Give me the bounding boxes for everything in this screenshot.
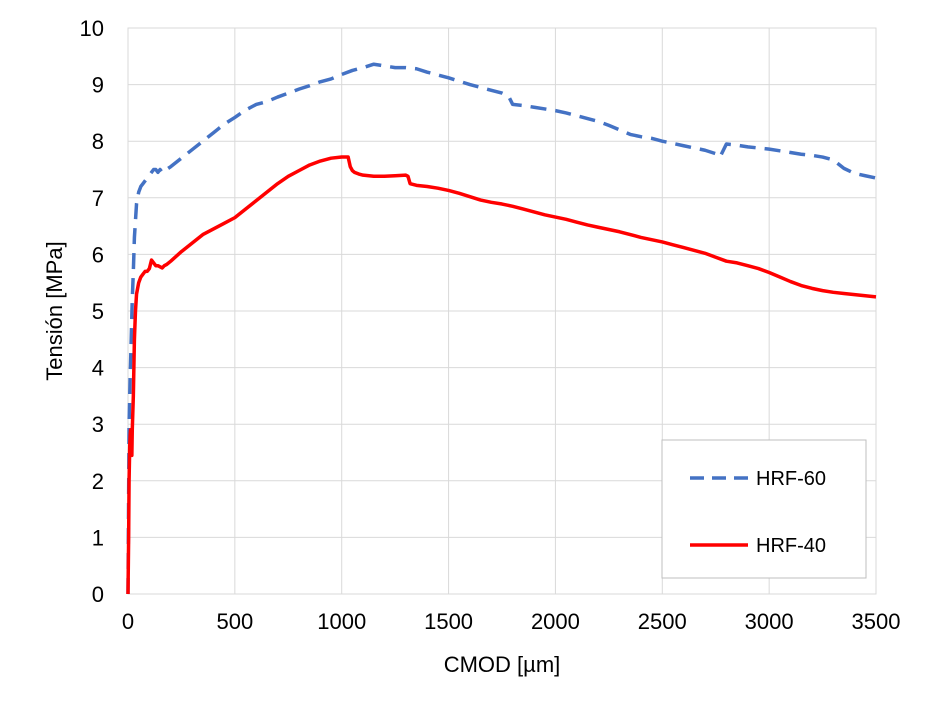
x-tick-labels: 0 500 1000 1500 2000 2500 3000 3500 <box>122 609 901 634</box>
x-tick-label: 2500 <box>638 609 687 634</box>
y-tick-label: 3 <box>92 412 104 437</box>
y-axis-title: Tensión [MPa] <box>42 241 67 380</box>
x-tick-label: 500 <box>216 609 253 634</box>
y-tick-label: 6 <box>92 242 104 267</box>
y-tick-label: 8 <box>92 129 104 154</box>
y-tick-label: 5 <box>92 299 104 324</box>
legend-label-hrf-60: HRF-60 <box>756 468 826 490</box>
series-hrf-60 <box>126 62 877 595</box>
series-line-hrf-40 <box>126 155 877 595</box>
y-tick-label: 0 <box>92 582 104 607</box>
x-tick-label: 3000 <box>745 609 794 634</box>
y-tick-label: 7 <box>92 186 104 211</box>
series-line-hrf-60 <box>126 62 877 595</box>
x-axis-title: CMOD [µm] <box>444 652 561 677</box>
y-tick-label: 1 <box>92 525 104 550</box>
y-tick-label: 9 <box>92 73 104 98</box>
plot-border <box>127 27 877 595</box>
x-tick-label: 0 <box>122 609 134 634</box>
series-hrf-40 <box>126 155 877 595</box>
y-tick-label: 10 <box>80 16 104 41</box>
legend: HRF-60 HRF-40 <box>661 439 867 579</box>
x-tick-label: 1500 <box>424 609 473 634</box>
legend-box <box>661 439 867 579</box>
legend-label-hrf-40: HRF-40 <box>756 535 826 557</box>
x-tick-label: 2000 <box>531 609 580 634</box>
y-tick-label: 2 <box>92 469 104 494</box>
x-tick-label: 1000 <box>317 609 366 634</box>
y-tick-labels: 0 1 2 3 4 5 6 7 8 9 10 <box>80 16 104 607</box>
y-tick-label: 4 <box>92 356 104 381</box>
series-layer <box>126 62 877 595</box>
x-tick-label: 3500 <box>852 609 901 634</box>
